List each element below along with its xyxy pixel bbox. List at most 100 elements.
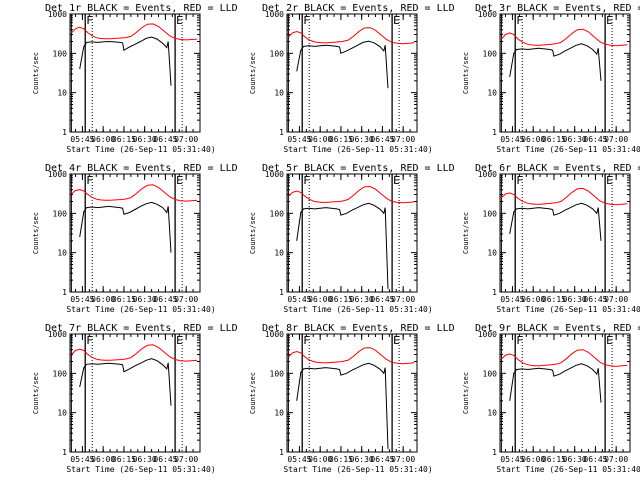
x-tick-label: 07:00	[604, 135, 628, 144]
y-tick-label: 1000	[48, 10, 67, 19]
events-series-line	[296, 202, 389, 289]
y-axis-label: Counts/sec	[249, 372, 257, 414]
x-tick-label: 06:30	[563, 295, 587, 304]
panel-title: Det 5r BLACK = Events, RED = LLD	[262, 163, 455, 174]
x-tick-label: 06:00	[308, 135, 332, 144]
y-tick-label: 1	[279, 128, 284, 137]
x-tick-label: 05:45	[70, 295, 94, 304]
x-tick-label: 06:30	[563, 455, 587, 464]
y-tick-label: 1000	[478, 170, 497, 179]
events-series-line	[79, 358, 172, 406]
x-tick-label: 06:15	[112, 135, 136, 144]
x-tick-label: 07:00	[391, 295, 415, 304]
x-tick-label: 06:45	[370, 135, 394, 144]
y-tick-label: 10	[487, 89, 497, 98]
y-tick-label: 1	[62, 288, 67, 297]
y-tick-label: 10	[57, 249, 67, 258]
y-tick-label: 1000	[48, 170, 67, 179]
x-axis-label: Start Time (26-Sep-11 05:31:40)	[496, 465, 640, 474]
y-axis-label: Counts/sec	[32, 212, 40, 254]
events-series-line	[296, 362, 389, 449]
x-axis-label: Start Time (26-Sep-11 05:31:40)	[66, 305, 215, 314]
x-tick-label: 05:45	[500, 135, 524, 144]
y-axis-label: Counts/sec	[32, 372, 40, 414]
y-axis-label: Counts/sec	[462, 52, 470, 94]
x-tick-label: 06:00	[521, 135, 545, 144]
lld-series-line	[501, 28, 628, 47]
marker-label-e: E	[393, 14, 400, 27]
y-tick-label: 1	[279, 288, 284, 297]
x-tick-label: 06:30	[133, 455, 157, 464]
x-tick-label: 06:00	[521, 295, 545, 304]
y-tick-label: 1000	[478, 330, 497, 339]
x-tick-label: 07:00	[604, 295, 628, 304]
x-axis-label: Start Time (26-Sep-11 05:31:40)	[496, 305, 640, 314]
y-tick-label: 1000	[48, 330, 67, 339]
x-tick-label: 06:15	[329, 455, 353, 464]
panel-title: Det 6r BLACK = Events, RED = LLD	[475, 163, 640, 174]
y-tick-label: 10	[57, 409, 67, 418]
y-tick-label: 10	[274, 409, 284, 418]
x-tick-label: 05:45	[500, 455, 524, 464]
y-tick-label: 1	[492, 288, 497, 297]
marker-label-f: F	[303, 14, 310, 27]
marker-label-f: F	[516, 334, 523, 347]
x-tick-label: 07:00	[604, 455, 628, 464]
x-tick-label: 06:00	[91, 455, 115, 464]
y-tick-label: 1	[62, 128, 67, 137]
plot-frame	[69, 333, 201, 453]
events-series-line	[509, 202, 602, 241]
x-tick-label: 06:00	[91, 135, 115, 144]
y-tick-label: 100	[53, 49, 68, 58]
x-tick-label: 06:15	[112, 455, 136, 464]
x-tick-label: 07:00	[174, 295, 198, 304]
x-tick-label: 05:45	[70, 455, 94, 464]
x-tick-label: 06:30	[350, 135, 374, 144]
plot-frame	[499, 333, 631, 453]
x-tick-label: 06:30	[563, 135, 587, 144]
plot-frame	[286, 13, 418, 133]
y-tick-label: 100	[53, 209, 68, 218]
y-tick-label: 1	[492, 448, 497, 457]
marker-label-f: F	[303, 334, 310, 347]
marker-label-e: E	[606, 174, 613, 187]
x-tick-label: 07:00	[174, 135, 198, 144]
x-tick-label: 06:15	[542, 295, 566, 304]
y-tick-label: 10	[487, 409, 497, 418]
x-tick-label: 05:45	[287, 455, 311, 464]
marker-label-e: E	[606, 334, 613, 347]
y-tick-label: 100	[270, 209, 285, 218]
x-tick-label: 06:00	[308, 455, 332, 464]
x-tick-label: 05:45	[287, 295, 311, 304]
plot-frame	[499, 13, 631, 133]
x-axis-label: Start Time (26-Sep-11 05:31:40)	[283, 145, 432, 154]
x-tick-label: 06:15	[329, 135, 353, 144]
marker-label-f: F	[86, 14, 93, 27]
marker-label-f: F	[303, 174, 310, 187]
y-tick-label: 100	[483, 49, 498, 58]
x-tick-label: 06:00	[308, 295, 332, 304]
lld-series-line	[288, 185, 415, 204]
panel-title: Det 4r BLACK = Events, RED = LLD	[45, 163, 238, 174]
y-axis-label: Counts/sec	[249, 52, 257, 94]
x-tick-label: 06:45	[153, 135, 177, 144]
marker-label-e: E	[393, 334, 400, 347]
lld-series-line	[71, 23, 198, 41]
lld-series-line	[71, 344, 198, 362]
x-tick-label: 06:00	[91, 295, 115, 304]
x-axis-label: Start Time (26-Sep-11 05:31:40)	[66, 465, 215, 474]
marker-label-e: E	[176, 174, 183, 187]
y-tick-label: 100	[270, 49, 285, 58]
x-tick-label: 06:30	[133, 135, 157, 144]
marker-label-e: E	[176, 334, 183, 347]
x-tick-label: 06:45	[583, 135, 607, 144]
panel-title: Det 2r BLACK = Events, RED = LLD	[262, 3, 455, 14]
lld-series-line	[501, 349, 628, 367]
plot-frame	[499, 173, 631, 293]
marker-label-f: F	[516, 14, 523, 27]
x-tick-label: 06:45	[370, 455, 394, 464]
plot-frame	[69, 173, 201, 293]
y-tick-label: 100	[483, 209, 498, 218]
x-tick-label: 06:45	[583, 455, 607, 464]
x-tick-label: 06:45	[583, 295, 607, 304]
